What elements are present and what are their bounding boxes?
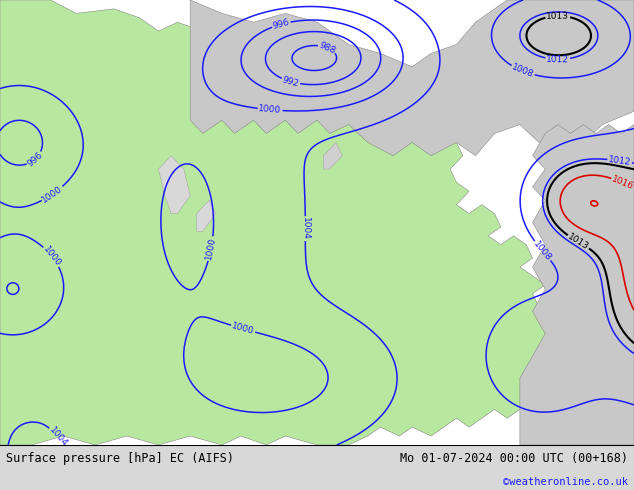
Text: 1000: 1000 — [231, 321, 256, 336]
Text: 1013: 1013 — [546, 11, 569, 21]
Polygon shape — [520, 124, 634, 445]
Text: 988: 988 — [318, 40, 337, 55]
Polygon shape — [323, 143, 342, 169]
Polygon shape — [190, 0, 634, 156]
Polygon shape — [158, 156, 190, 214]
Text: 1000: 1000 — [41, 245, 63, 269]
Text: 1004: 1004 — [301, 217, 310, 240]
Text: 1000: 1000 — [41, 184, 65, 204]
Text: 1013: 1013 — [566, 232, 590, 252]
Text: 1000: 1000 — [204, 237, 217, 261]
Text: 1008: 1008 — [532, 239, 553, 263]
Text: 1000: 1000 — [258, 104, 282, 115]
Text: 996: 996 — [272, 18, 291, 31]
Polygon shape — [0, 0, 571, 445]
Text: ©weatheronline.co.uk: ©weatheronline.co.uk — [503, 477, 628, 487]
Text: 992: 992 — [281, 75, 301, 88]
Text: Mo 01-07-2024 00:00 UTC (00+168): Mo 01-07-2024 00:00 UTC (00+168) — [399, 452, 628, 465]
Text: 1012: 1012 — [547, 54, 569, 64]
Text: 996: 996 — [25, 150, 44, 169]
Text: 1008: 1008 — [510, 63, 535, 79]
Text: 1012: 1012 — [608, 155, 631, 167]
Text: 1004: 1004 — [47, 425, 69, 449]
Text: 1016: 1016 — [611, 174, 634, 192]
Polygon shape — [197, 200, 216, 231]
Text: Surface pressure [hPa] EC (AIFS): Surface pressure [hPa] EC (AIFS) — [6, 452, 235, 465]
